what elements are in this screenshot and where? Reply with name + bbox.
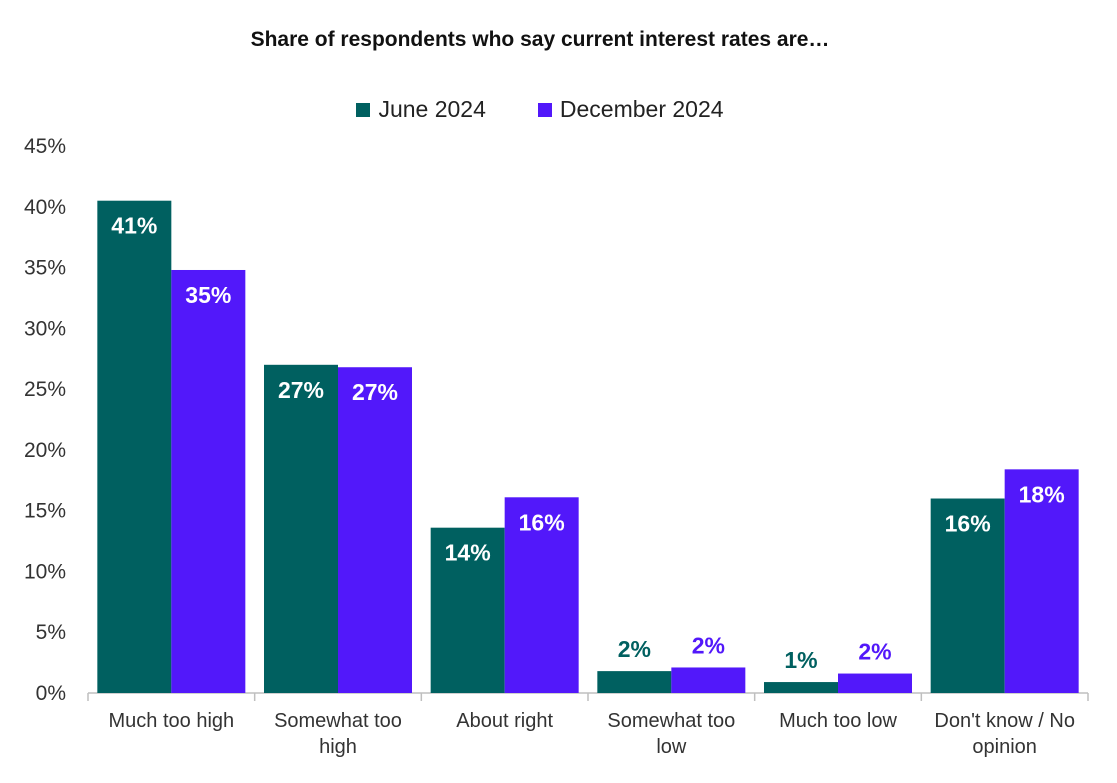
bar-december-2024 [504,497,579,693]
bar-june-2024 [597,671,672,693]
data-label: 1% [784,647,817,673]
category-label: Much too high [109,710,235,732]
bar-december-2024 [838,673,912,693]
data-label: 41% [111,213,157,239]
data-label: 16% [519,509,565,535]
data-label: 27% [278,377,324,403]
legend-item-june-2024: June 2024 [356,96,486,123]
data-label: 14% [445,540,491,566]
y-tick-label: 20% [24,439,66,462]
y-tick-label: 0% [36,682,66,705]
data-label: 35% [185,282,231,308]
chart-title: Share of respondents who say current int… [250,28,830,51]
bar-june-2024 [764,682,838,693]
y-tick-label: 10% [24,560,66,583]
data-label: 2% [858,639,891,665]
legend-swatch-december-2024 [537,102,552,117]
data-label: 16% [945,511,991,537]
bar-december-2024 [338,367,412,693]
category-label: Much too low [779,710,897,732]
data-label: 2% [692,632,725,658]
y-tick-label: 15% [24,500,66,523]
y-tick-label: 45% [24,135,66,158]
legend: June 2024 December 2024 [0,96,1080,123]
bar-december-2024 [671,667,746,693]
data-label: 27% [352,379,398,405]
category-label: Somewhat too high [274,710,402,758]
y-tick-label: 40% [24,196,66,219]
legend-swatch-june-2024 [356,102,371,117]
category-label: Somewhat too low [607,710,735,758]
data-label: 2% [618,636,651,662]
legend-item-december-2024: December 2024 [537,96,724,123]
category-label: About right [456,710,553,732]
legend-label-june-2024: June 2024 [378,96,486,122]
y-tick-label: 25% [24,378,66,401]
bar-june-2024 [430,527,505,693]
y-tick-label: 35% [24,257,66,280]
bar-december-2024 [171,269,246,693]
y-tick-label: 30% [24,317,66,340]
legend-label-december-2024: December 2024 [559,96,724,122]
data-label: 18% [1019,481,1065,507]
y-tick-label: 5% [36,621,66,644]
bar-june-2024 [97,200,172,693]
bar-june-2024 [264,364,338,693]
bar-june-2024 [930,498,1005,693]
category-label: Don't know / No opinion [934,710,1075,758]
bar-december-2024 [1004,469,1079,693]
